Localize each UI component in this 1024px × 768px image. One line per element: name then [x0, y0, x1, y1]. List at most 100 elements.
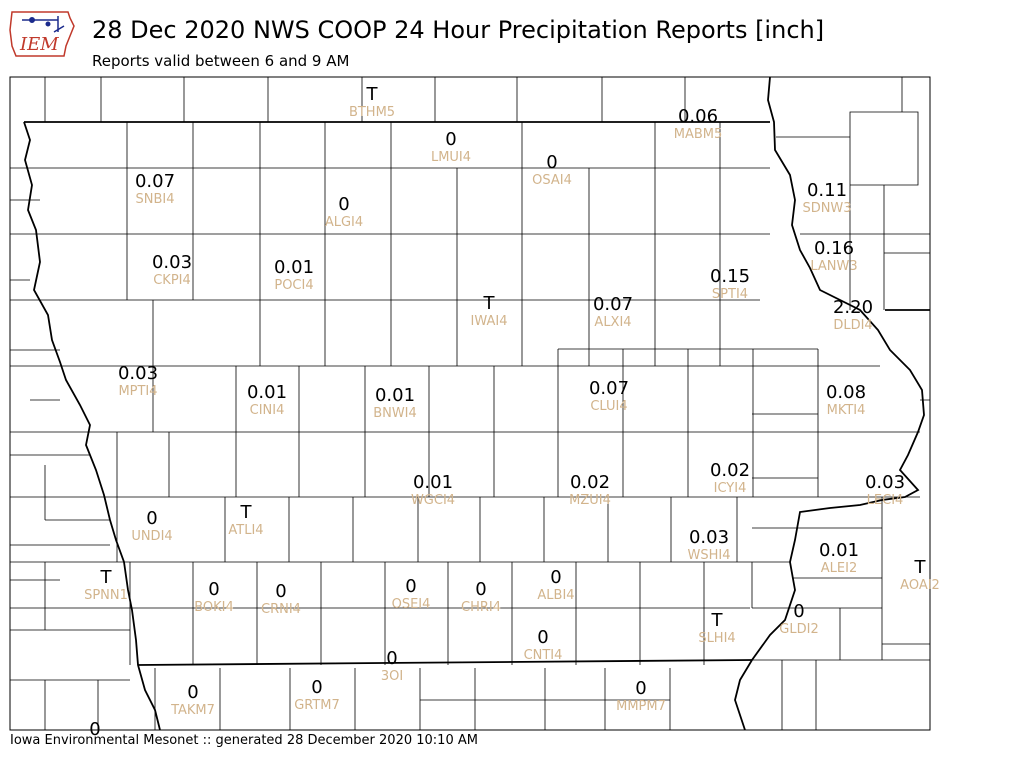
precip-value: 0.06 — [678, 106, 718, 127]
precip-value: T — [240, 502, 253, 523]
precip-value: 0 — [386, 648, 397, 669]
precip-value: 0.01 — [274, 257, 314, 278]
station-id: BNWI4 — [373, 406, 417, 421]
station-id: OSAI4 — [532, 173, 572, 188]
precip-value: 0.01 — [819, 540, 859, 561]
precip-value: 0.01 — [413, 472, 453, 493]
precip-value: 0.07 — [589, 378, 629, 399]
weather-symbols — [22, 16, 65, 33]
county-boundaries — [10, 77, 930, 730]
station-id: ALBI4 — [537, 588, 574, 603]
station-id: SLHI4 — [698, 631, 735, 646]
station-id: 3OI — [381, 669, 403, 684]
precip-value: 0.02 — [710, 460, 750, 481]
station-id: SNBI4 — [136, 192, 175, 207]
precip-value: 0 — [89, 719, 100, 740]
station-id: CNTI4 — [524, 648, 563, 663]
station-id: WGCI4 — [411, 493, 455, 508]
station-id: POCI4 — [274, 278, 313, 293]
precip-value: T — [483, 293, 496, 314]
station-id: IWAI4 — [471, 314, 508, 329]
precip-value: T — [100, 567, 113, 588]
precip-value: T — [711, 610, 724, 631]
precip-value: 0.11 — [807, 180, 847, 201]
precip-value: 0.16 — [814, 238, 854, 259]
station-id: CLUI4 — [590, 399, 627, 414]
state-boundaries — [23, 77, 930, 730]
precip-value: 0 — [208, 579, 219, 600]
station-id: LANW3 — [810, 259, 857, 274]
precip-value: 0.15 — [710, 266, 750, 287]
precip-value: 0 — [793, 601, 804, 622]
station-unlabeled: 0 — [89, 719, 100, 740]
station-id: CHRI4 — [461, 600, 501, 615]
station-id: DLDI4 — [833, 318, 872, 333]
station-id: CINI4 — [250, 403, 285, 418]
station-id: MZUI4 — [569, 493, 611, 508]
precip-value: 0 — [405, 576, 416, 597]
station-id: MMPM7 — [616, 699, 666, 714]
station-id: ATLI4 — [228, 523, 263, 538]
precip-value: 0.01 — [375, 385, 415, 406]
precip-value: 0.03 — [865, 472, 905, 493]
precip-value: 0 — [546, 152, 557, 173]
footer-credit: Iowa Environmental Mesonet :: generated … — [10, 733, 478, 748]
precip-value: 0 — [146, 508, 157, 529]
station-id: MPTI4 — [118, 384, 157, 399]
station-id: BOKI4 — [194, 600, 234, 615]
station-id: SDNW3 — [802, 201, 851, 216]
precip-value: 0 — [550, 567, 561, 588]
precip-value: T — [366, 84, 379, 105]
station-id: AOAI2 — [900, 578, 940, 593]
precip-value: 0.01 — [247, 382, 287, 403]
map-subtitle: Reports valid between 6 and 9 AM — [92, 52, 350, 70]
station-id: LMUI4 — [431, 150, 471, 165]
iem-logo: IEM — [9, 11, 75, 57]
precip-value: 0.03 — [152, 252, 192, 273]
station-id: ALEI2 — [821, 561, 857, 576]
station-id: UNDI4 — [131, 529, 172, 544]
logo-text: IEM — [19, 34, 59, 55]
station-id: LECI4 — [867, 493, 904, 508]
map-title: 28 Dec 2020 NWS COOP 24 Hour Precipitati… — [92, 16, 825, 44]
precip-value: 0 — [635, 678, 646, 699]
precip-value: 0 — [537, 627, 548, 648]
station-id: MABM5 — [674, 127, 723, 142]
precip-value: 0 — [338, 194, 349, 215]
station-id: GLDI2 — [779, 622, 818, 637]
station-id: WSHI4 — [688, 548, 731, 563]
precip-value: 0 — [275, 581, 286, 602]
station-id: MKTI4 — [827, 403, 866, 418]
